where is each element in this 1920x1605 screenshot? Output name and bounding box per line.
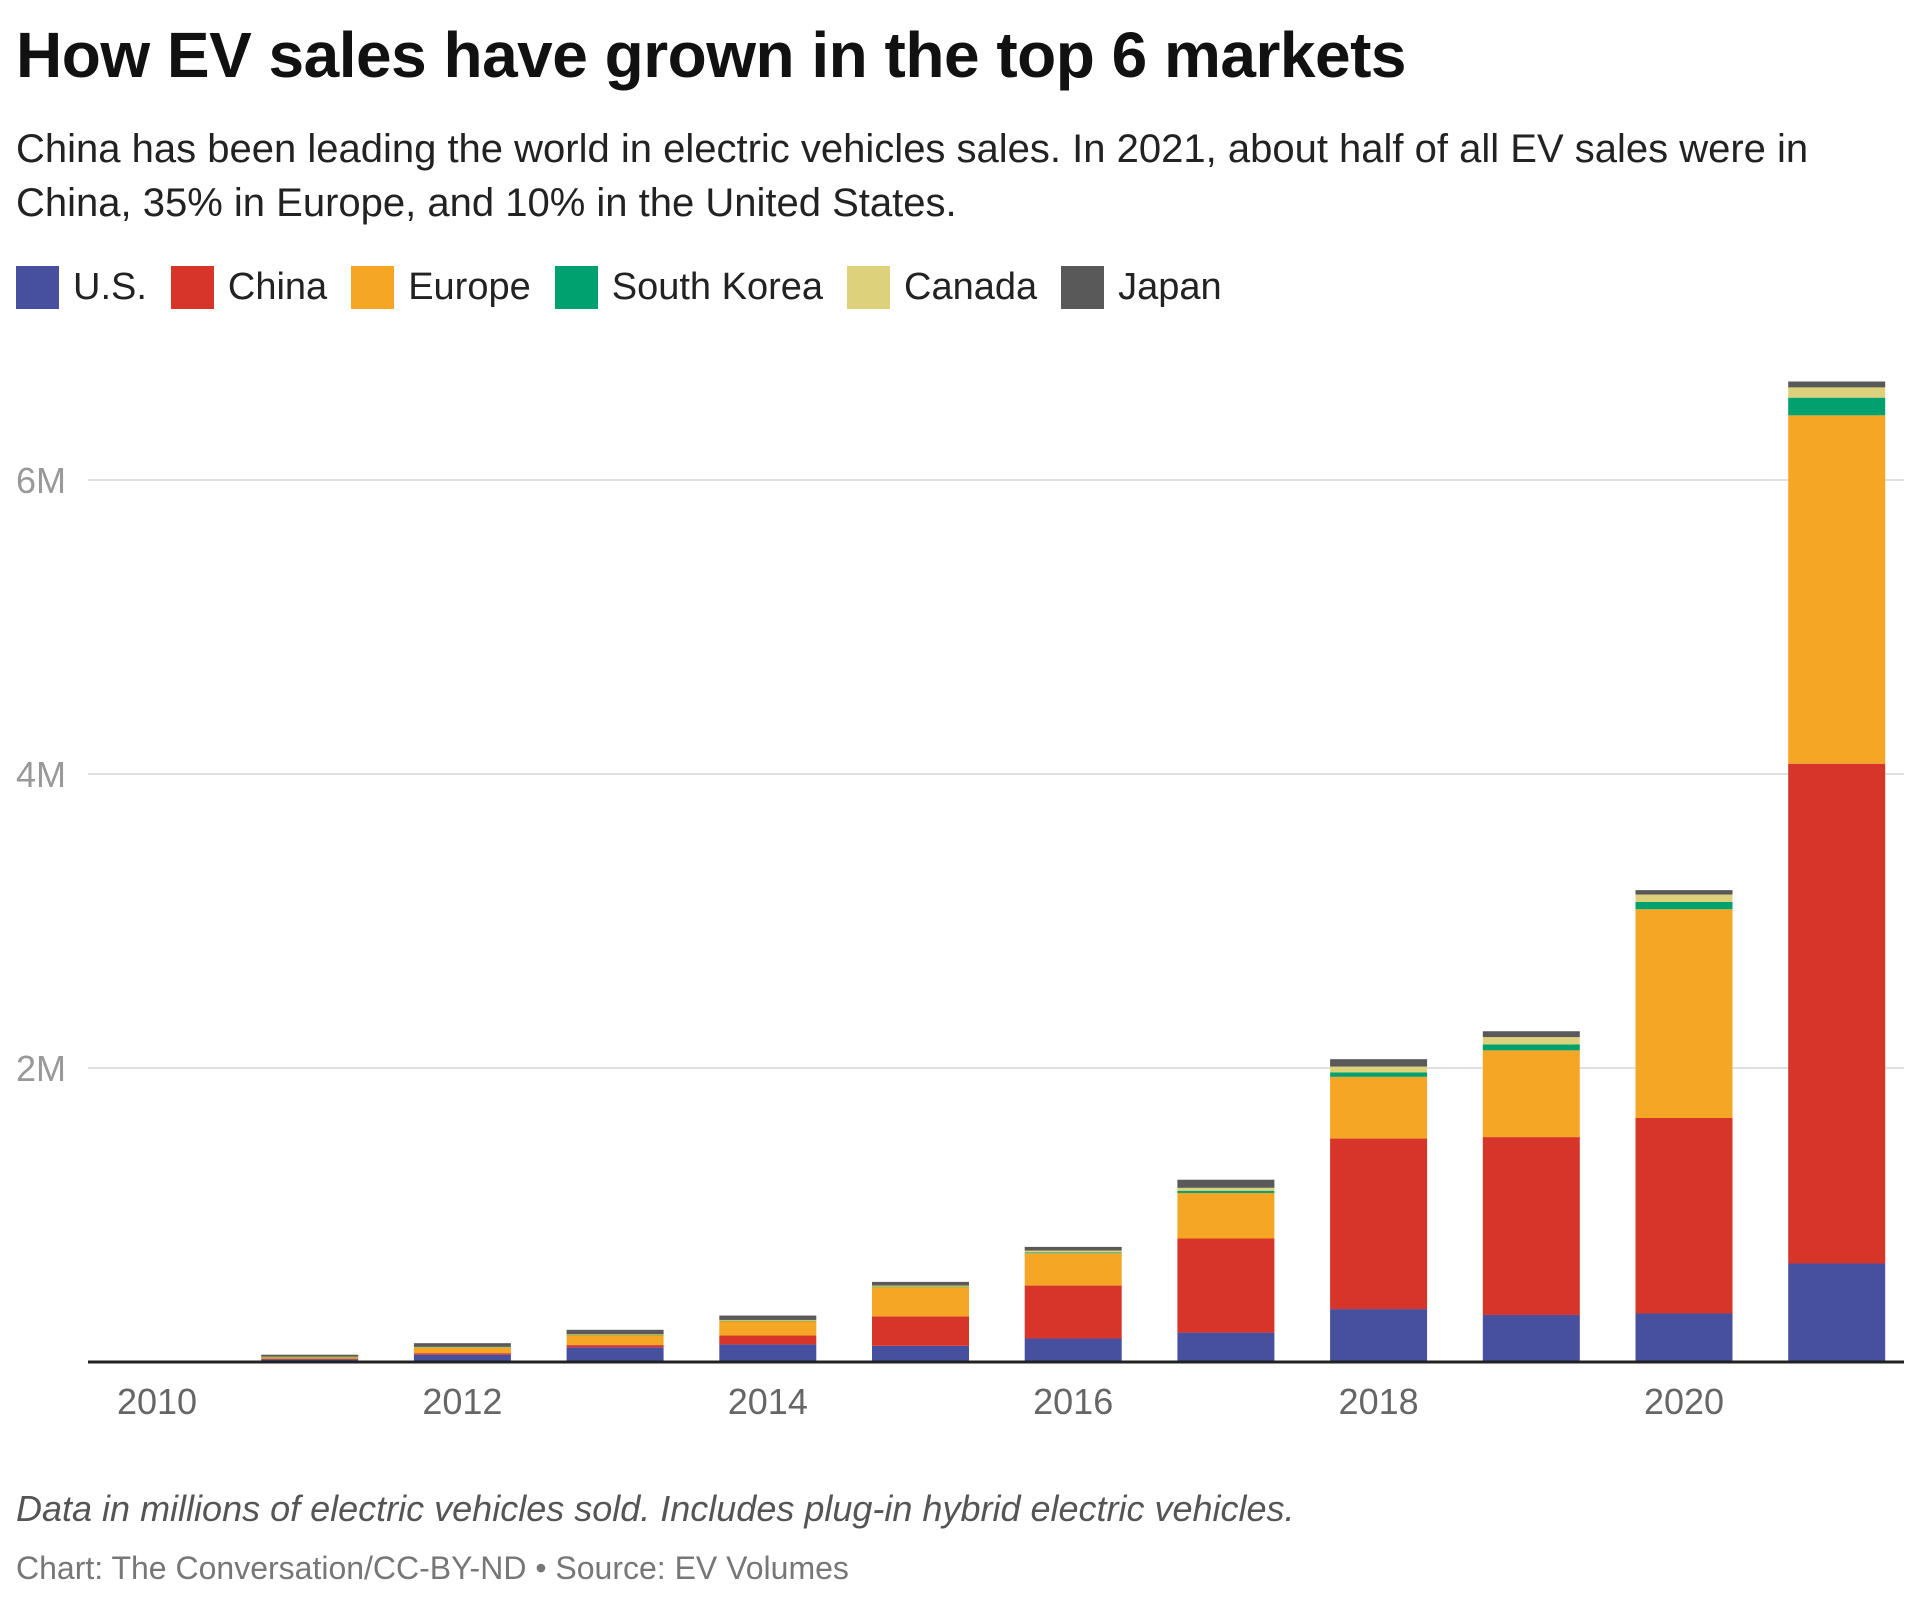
- bar-segment-canada-2018: [1330, 1066, 1428, 1073]
- bar-segment-canada-2020: [1635, 894, 1733, 902]
- bar-segment-u-s--2018: [1330, 1309, 1428, 1362]
- bar-segment-japan-2015: [872, 1281, 969, 1286]
- bar-segment-china-2012: [413, 1353, 511, 1355]
- x-tick-label: 2012: [422, 1381, 502, 1422]
- bar-segment-europe-2014: [719, 1320, 817, 1336]
- bar-segment-u-s--2020: [1635, 1313, 1733, 1362]
- legend-item: U.S.: [16, 266, 147, 309]
- x-tick-label: 2016: [1033, 1381, 1113, 1422]
- bar-segment-u-s--2015: [872, 1345, 969, 1362]
- legend-swatch: [847, 266, 891, 309]
- legend-item: Canada: [847, 266, 1037, 309]
- bar-segment-japan-2012: [413, 1343, 511, 1347]
- bar-segment-canada-2017: [1177, 1187, 1275, 1191]
- bar-segment-u-s--2013: [566, 1347, 664, 1362]
- bar-segment-japan-2016: [1024, 1246, 1122, 1251]
- bar-segment-south-korea-2015: [872, 1286, 969, 1288]
- bar-segment-u-s--2016: [1024, 1338, 1122, 1362]
- bar-segment-europe-2018: [1330, 1076, 1428, 1139]
- chart-note: Data in millions of electric vehicles so…: [16, 1488, 1295, 1529]
- bar-segment-canada-2014: [719, 1319, 817, 1321]
- bar-segment-south-korea-2014: [719, 1320, 817, 1322]
- bar-segment-u-s--2017: [1177, 1332, 1275, 1362]
- legend-item: South Korea: [554, 266, 824, 309]
- legend-label: Japan: [1118, 266, 1222, 308]
- legend-label: South Korea: [611, 266, 824, 308]
- bar-segment-china-2011: [261, 1358, 359, 1360]
- bar-segment-u-s--2021: [1788, 1263, 1886, 1362]
- bar-segment-japan-2018: [1330, 1059, 1428, 1067]
- bar-segment-canada-2012: [413, 1346, 511, 1348]
- bar-segment-south-korea-2016: [1024, 1252, 1122, 1254]
- bar-segment-europe-2021: [1788, 415, 1886, 764]
- bar-segment-south-korea-2019: [1482, 1044, 1580, 1051]
- bar-segment-canada-2021: [1788, 387, 1886, 398]
- bar-segment-japan-2014: [719, 1315, 817, 1320]
- bar-segment-south-korea-2021: [1788, 397, 1886, 416]
- legend-item: Europe: [351, 266, 531, 309]
- legend-label: Europe: [408, 266, 531, 308]
- y-tick-label: 6M: [16, 460, 66, 501]
- bar-segment-china-2016: [1024, 1285, 1122, 1339]
- bar-segment-china-2018: [1330, 1138, 1428, 1310]
- bar-segment-canada-2011: [261, 1356, 359, 1358]
- bar-segment-china-2019: [1482, 1137, 1580, 1315]
- bar-segment-japan-2013: [566, 1329, 664, 1335]
- legend-swatch: [1061, 266, 1105, 309]
- legend-swatch: [351, 266, 395, 309]
- bar-segment-canada-2016: [1024, 1250, 1122, 1253]
- bar-segment-canada-2019: [1482, 1037, 1580, 1045]
- bar-segment-europe-2017: [1177, 1192, 1275, 1239]
- bar-segment-japan-2017: [1177, 1179, 1275, 1188]
- chart-subtitle: China has been leading the world in elec…: [16, 127, 1809, 225]
- bar-segment-japan-2020: [1635, 890, 1733, 895]
- legend-label: Canada: [904, 266, 1038, 308]
- bar-segment-japan-2011: [261, 1354, 359, 1357]
- legend-item: China: [170, 266, 328, 309]
- x-tick-label: 2020: [1644, 1381, 1724, 1422]
- bar-segment-europe-2016: [1024, 1253, 1122, 1286]
- chart-title: How EV sales have grown in the top 6 mar…: [16, 19, 1406, 91]
- bar-segment-china-2017: [1177, 1238, 1275, 1333]
- bar-segment-china-2013: [566, 1345, 664, 1348]
- bar-segment-canada-2013: [566, 1334, 664, 1335]
- y-tick-label: 2M: [16, 1048, 66, 1089]
- bar-segment-south-korea-2020: [1635, 901, 1733, 910]
- bar-segment-china-2015: [872, 1316, 969, 1346]
- bar-segment-japan-2021: [1788, 381, 1886, 388]
- bar-segment-south-korea-2017: [1177, 1190, 1275, 1193]
- x-tick-label: 2010: [117, 1381, 197, 1422]
- bar-segment-south-korea-2012: [413, 1347, 511, 1348]
- y-tick-label: 4M: [16, 754, 66, 795]
- bar-segment-europe-2013: [566, 1334, 664, 1346]
- bar-segment-europe-2020: [1635, 909, 1733, 1118]
- bar-segment-japan-2019: [1482, 1031, 1580, 1038]
- legend-item: Japan: [1061, 266, 1222, 309]
- stacked-bar-chart: 2M 4M 6M 2010 2012 2014 2016 2018 2020: [16, 381, 1904, 1422]
- bar-segment-u-s--2019: [1482, 1314, 1580, 1362]
- bar-segment-europe-2019: [1482, 1050, 1580, 1138]
- legend-label: China: [227, 266, 328, 308]
- bar-segment-south-korea-2018: [1330, 1072, 1428, 1077]
- bar-segment-china-2020: [1635, 1117, 1733, 1314]
- bar-segment-china-2014: [719, 1335, 817, 1345]
- bar-segment-europe-2015: [872, 1287, 969, 1317]
- chart-source: Chart: The Conversation/CC-BY-ND • Sourc…: [16, 1550, 849, 1586]
- bar-segment-u-s--2014: [719, 1344, 817, 1362]
- bar-segment-canada-2015: [872, 1285, 969, 1287]
- legend-label: U.S.: [73, 266, 147, 308]
- x-tick-label: 2014: [728, 1381, 808, 1422]
- bar-segment-south-korea-2013: [566, 1334, 664, 1336]
- legend-swatch: [16, 266, 59, 309]
- bar-segment-europe-2012: [413, 1347, 511, 1354]
- legend-swatch: [170, 266, 214, 309]
- bar-segment-china-2021: [1788, 763, 1886, 1264]
- x-tick-label: 2018: [1339, 1381, 1419, 1422]
- legend-swatch: [554, 266, 598, 309]
- bar-segment-europe-2011: [261, 1356, 359, 1359]
- legend: U.S. China Europe South Korea Canada Japan: [16, 266, 1246, 309]
- bar-segment-u-s--2012: [413, 1354, 511, 1362]
